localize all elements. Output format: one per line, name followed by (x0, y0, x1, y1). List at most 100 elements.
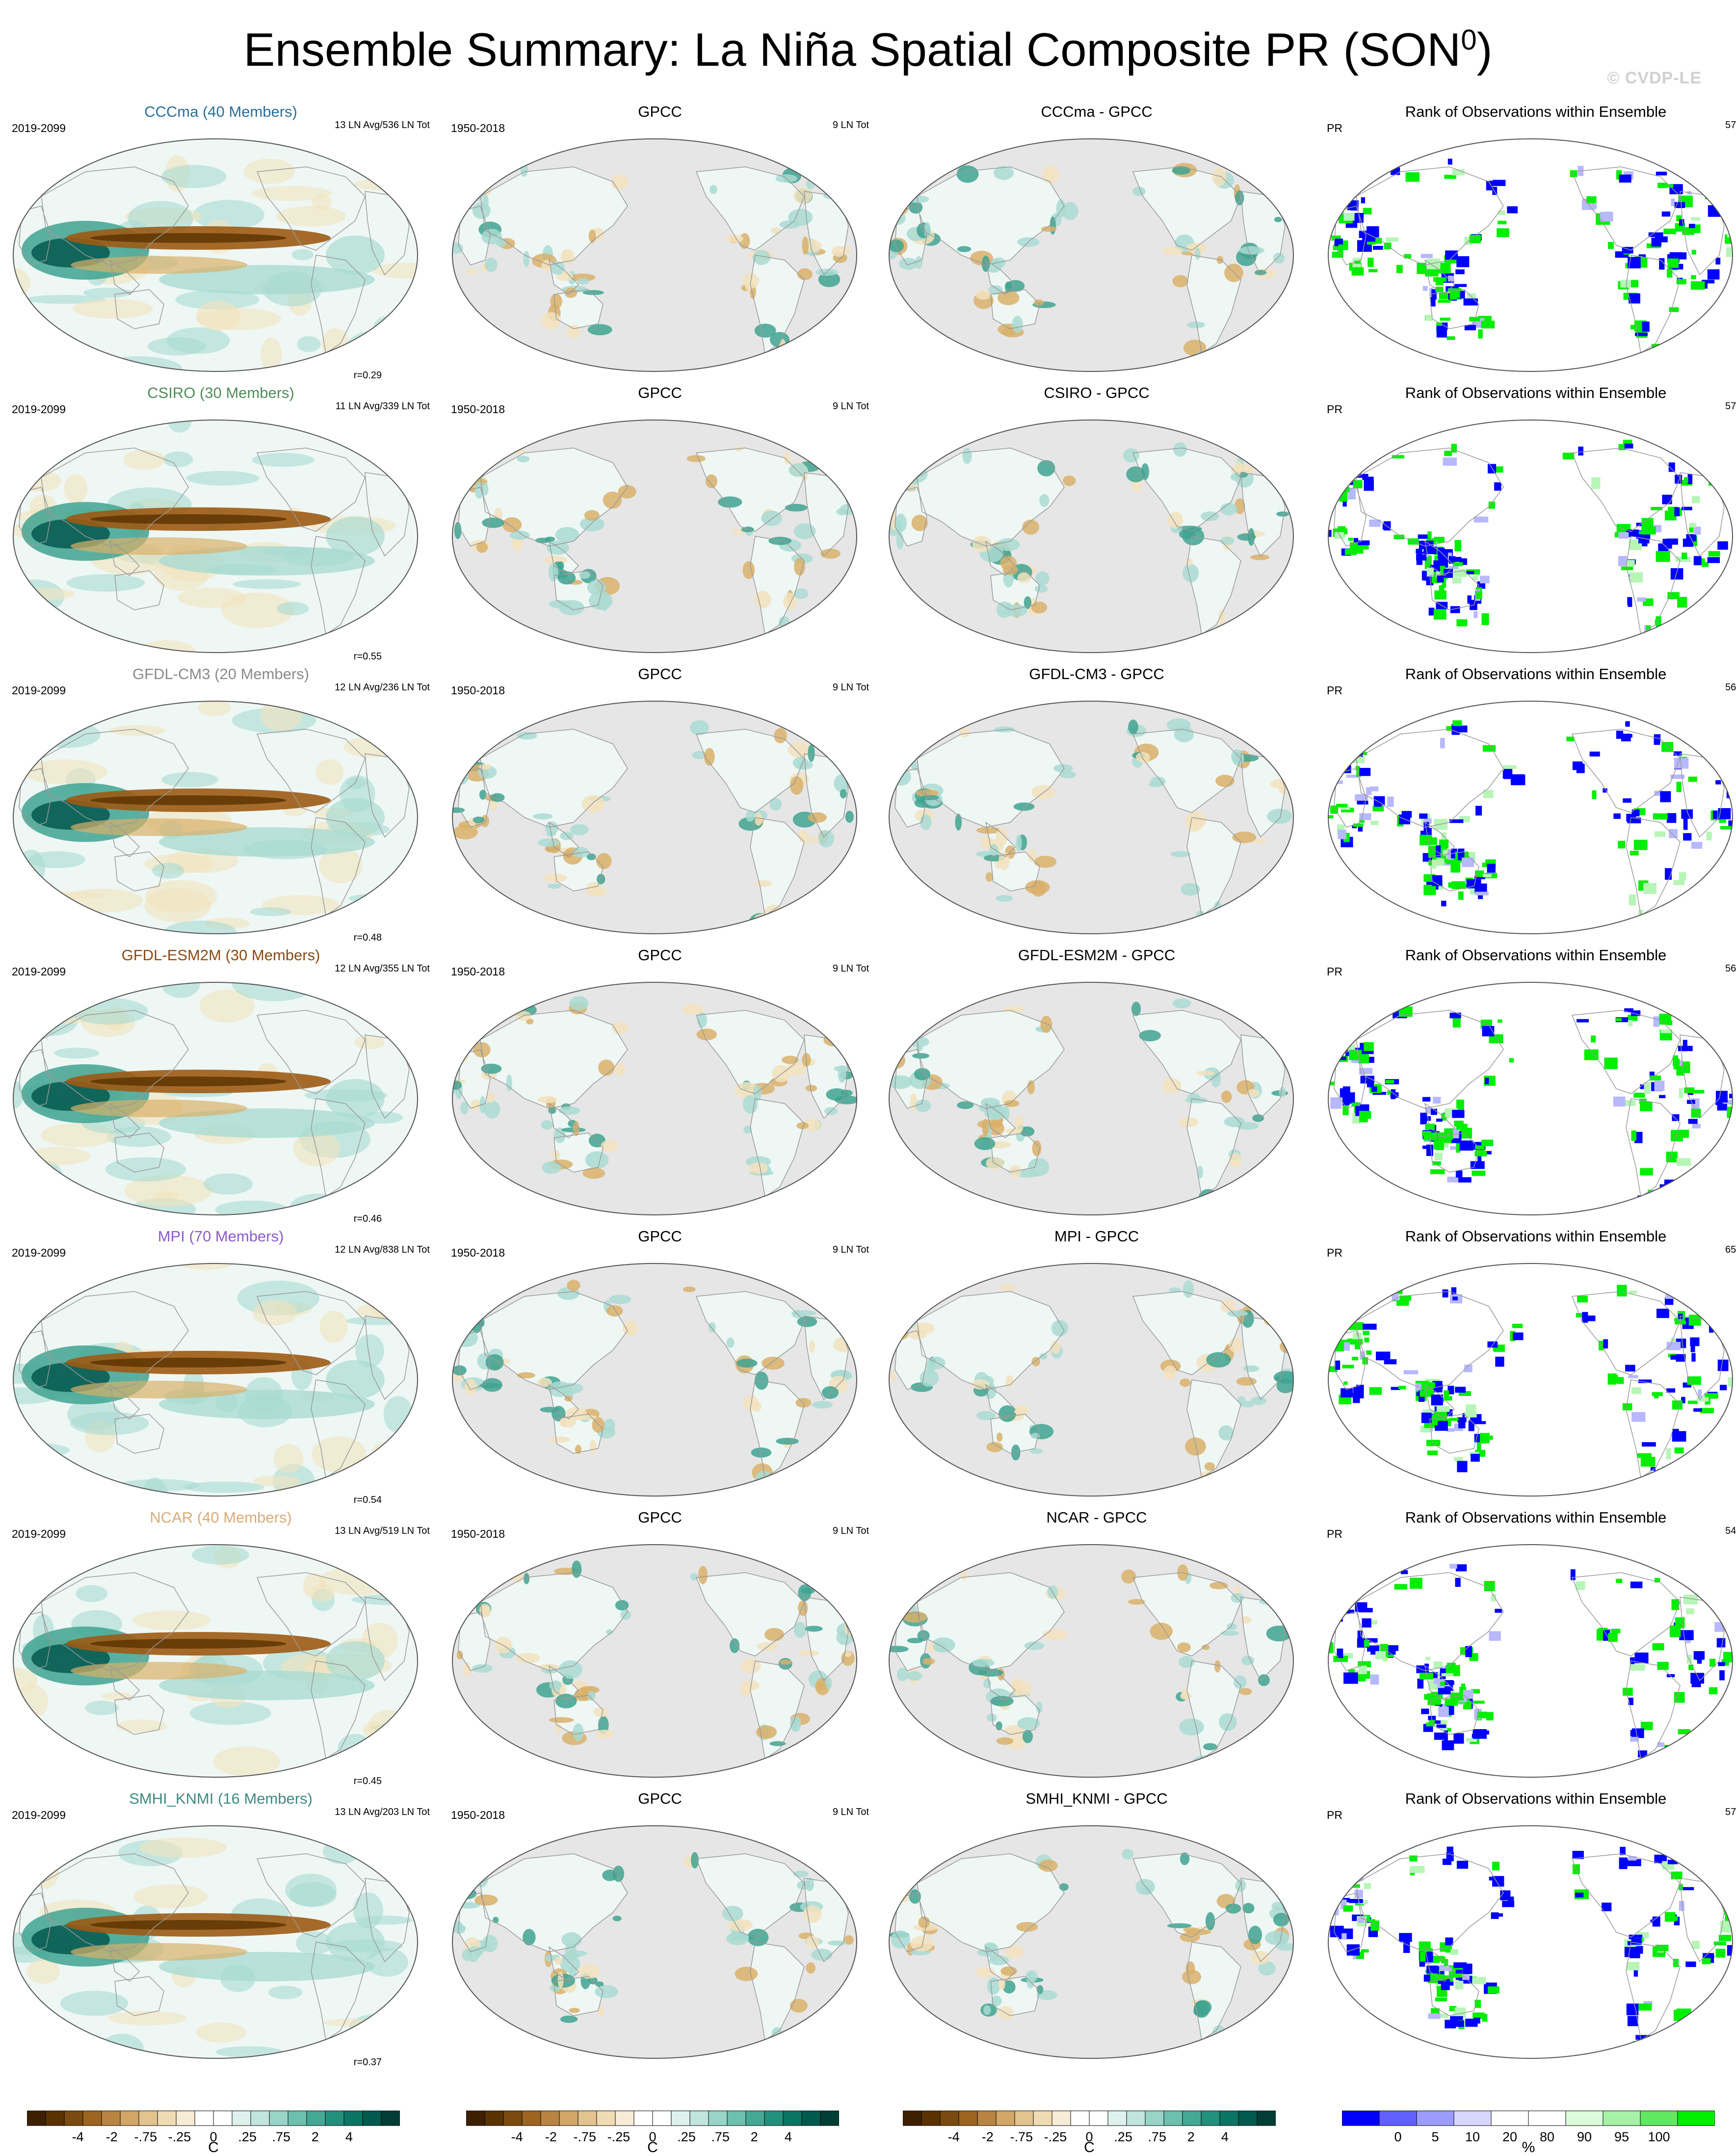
event-count-label: 12 LN Avg/838 LN Tot (335, 1244, 430, 1256)
colorbar-swatch (959, 2111, 977, 2126)
colorbar-swatch (921, 2111, 940, 2126)
colorbar-swatch (1015, 2111, 1033, 2126)
period-label: 2019-2099 (12, 1527, 66, 1541)
panel-diff-row-3: GFDL-CM3 - GPCC (881, 665, 1313, 947)
colorbar-swatch (709, 2111, 727, 2126)
period-label: 2019-2099 (12, 1809, 66, 1822)
panel-diff-row-5: MPI - GPCC (881, 1228, 1313, 1510)
model-title: GFDL-CM3 (20 Members) (5, 665, 437, 683)
watermark: © CVDP-LE (1607, 69, 1702, 88)
colorbar-swatch (213, 2111, 232, 2126)
rank-variable-label: PR (1327, 1246, 1342, 1260)
colorbar-swatch (46, 2111, 64, 2126)
rank-variable-label: PR (1327, 684, 1342, 697)
colorbar-swatch (671, 2111, 690, 2126)
panel-model-row-1: CCCma (40 Members)2019-2099 13 LN Avg/536… (5, 103, 437, 385)
obs-title: GPCC (444, 384, 876, 402)
obs-event-count-label: 9 LN Tot (833, 401, 869, 412)
rank-title: Rank of Observations within Ensemble (1320, 384, 1736, 402)
colorbar-swatch (1257, 2111, 1276, 2126)
obs-period-label: 1950-2018 (451, 1527, 505, 1541)
map-rank (1327, 981, 1734, 1216)
colorbar-unit-label: C (466, 2139, 839, 2156)
obs-title: GPCC (444, 947, 876, 964)
rank-percent-label: 65% (1725, 1244, 1736, 1256)
colorbar-unit-label: % (1342, 2139, 1715, 2156)
colorbar-swatch (1108, 2111, 1127, 2126)
obs-title: GPCC (444, 103, 876, 121)
map-obs (451, 981, 858, 1216)
colorbar-swatch (176, 2111, 195, 2126)
period-label: 2019-2099 (12, 684, 66, 697)
event-count-label: 13 LN Avg/203 LN Tot (335, 1807, 430, 1818)
colorbar-swatch (996, 2111, 1015, 2126)
obs-title: GPCC (444, 1790, 876, 1808)
colorbar-swatch (381, 2111, 400, 2126)
rank-percent-label: 57% (1725, 120, 1736, 131)
colorbar-swatch (27, 2111, 46, 2126)
colorbar-swatch (344, 2111, 363, 2126)
colorbar-swatches (27, 2110, 400, 2128)
map-rank (1327, 419, 1734, 654)
rank-variable-label: PR (1327, 403, 1342, 416)
period-label: 2019-2099 (12, 122, 66, 135)
colorbar-swatch (559, 2111, 578, 2126)
rank-title: Rank of Observations within Ensemble (1320, 665, 1736, 683)
rank-percent-label: 56% (1725, 682, 1736, 693)
colorbar-swatch (977, 2111, 996, 2126)
colorbar-unit-label: C (903, 2139, 1276, 2156)
colorbar-swatch (541, 2111, 559, 2126)
map-obs (451, 1824, 858, 2060)
rank-title: Rank of Observations within Ensemble (1320, 103, 1736, 121)
map-diff (888, 981, 1295, 1216)
colorbar-swatch (903, 2111, 921, 2126)
colorbar-swatch (802, 2111, 820, 2126)
panel-diff-row-7: SMHI_KNMI - GPCC (881, 1790, 1313, 2072)
colorbar-swatch (139, 2111, 158, 2126)
model-title: CSIRO (30 Members) (5, 384, 437, 402)
colorbar-swatch (1528, 2111, 1566, 2126)
difference-title: CCCma - GPCC (881, 103, 1313, 121)
rank-percent-label: 57% (1725, 401, 1736, 412)
colorbar-swatch (1127, 2111, 1145, 2126)
map-model (12, 137, 419, 373)
obs-period-label: 1950-2018 (451, 965, 505, 978)
colorbar-swatch (1603, 2111, 1640, 2126)
colorbar-swatch (120, 2111, 139, 2126)
difference-title: SMHI_KNMI - GPCC (881, 1790, 1313, 1808)
obs-event-count-label: 9 LN Tot (833, 120, 869, 131)
obs-period-label: 1950-2018 (451, 403, 505, 416)
map-model (12, 1543, 419, 1779)
colorbar-swatch (158, 2111, 176, 2126)
colorbar-swatch (653, 2111, 671, 2126)
map-model (12, 419, 419, 654)
colorbar-swatch (64, 2111, 83, 2126)
obs-event-count-label: 9 LN Tot (833, 1525, 869, 1537)
colorbar-swatch (1183, 2111, 1201, 2126)
event-count-label: 11 LN Avg/339 LN Tot (336, 401, 430, 412)
period-label: 2019-2099 (12, 1246, 66, 1260)
rank-title: Rank of Observations within Ensemble (1320, 947, 1736, 964)
model-title: CCCma (40 Members) (5, 103, 437, 121)
panel-diff-row-2: CSIRO - GPCC (881, 384, 1313, 666)
colorbar-swatch (746, 2111, 764, 2126)
colorbar-swatch (690, 2111, 709, 2126)
difference-title: GFDL-ESM2M - GPCC (881, 947, 1313, 964)
event-count-label: 13 LN Avg/536 LN Tot (335, 120, 430, 131)
obs-event-count-label: 9 LN Tot (833, 1807, 869, 1818)
colorbar-swatch (615, 2111, 634, 2126)
